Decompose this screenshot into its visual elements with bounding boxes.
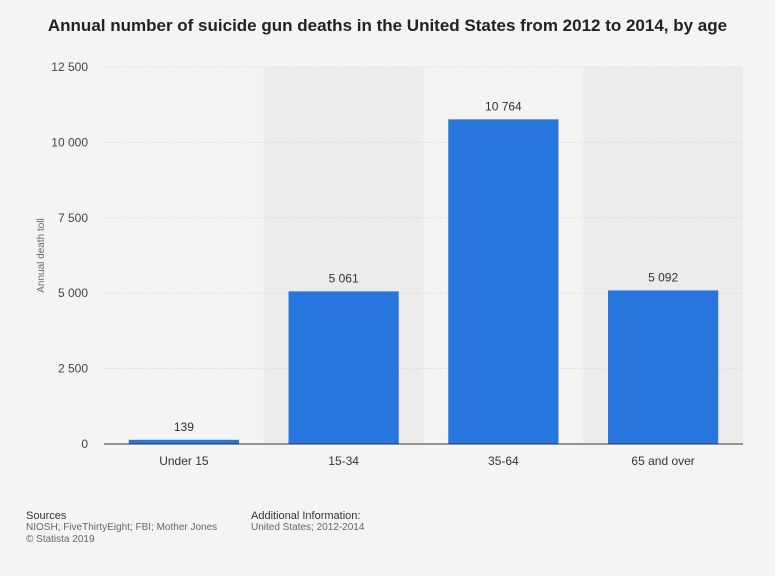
y-tick-label: 0: [81, 437, 88, 451]
y-tick-label: 7 500: [58, 211, 88, 225]
additional-info-heading: Additional Information:: [251, 510, 361, 522]
additional-info-text: United States; 2012-2014: [251, 522, 365, 533]
sources-block: Sources NIOSH; FiveThirtyEight; FBI; Mot…: [26, 510, 217, 546]
y-tick-label: 12 500: [51, 60, 88, 74]
y-tick-label: 2 500: [58, 362, 88, 376]
bar: [448, 119, 559, 444]
y-tick-label: 5 000: [58, 286, 88, 300]
copyright-text: © Statista 2019: [26, 534, 95, 545]
bar-chart: 0 2 500 5 000 7 500 10 000 12 500 139 Under 15 5…: [36, 60, 743, 468]
x-tick-label: 15-34: [328, 454, 359, 468]
bar-value-label: 5 092: [648, 270, 678, 284]
y-tick-label: 10 000: [51, 135, 88, 149]
x-tick-label: 35-64: [488, 454, 519, 468]
bar-value-label: 139: [174, 420, 194, 434]
additional-info-block: Additional Information: United States; 2…: [251, 510, 364, 534]
sources-heading: Sources: [26, 510, 67, 522]
x-tick-label: 65 and over: [631, 454, 694, 468]
y-axis-label: Annual death toll: [36, 218, 47, 293]
bar: [608, 290, 719, 444]
bar: [288, 291, 399, 444]
chart-title: Annual number of suicide gun deaths in t…: [47, 16, 728, 35]
bar-value-label: 5 061: [329, 271, 359, 285]
bar: [128, 439, 239, 444]
sources-text: NIOSH; FiveThirtyEight; FBI; Mother Jone…: [26, 522, 218, 533]
x-tick-label: Under 15: [159, 454, 209, 468]
bar-value-label: 10 764: [485, 99, 522, 113]
